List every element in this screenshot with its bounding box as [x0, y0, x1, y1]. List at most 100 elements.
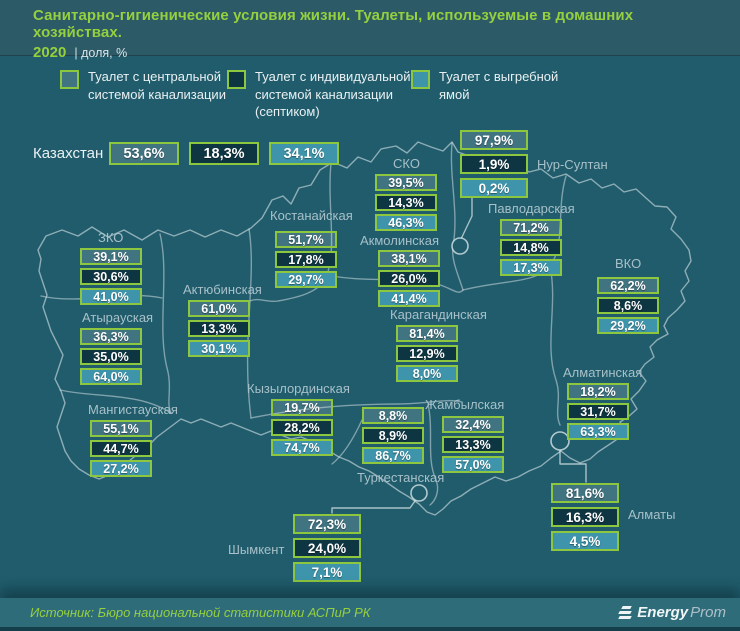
region-stack-aktobe: 61,0% 13,3% 30,1% — [188, 300, 250, 357]
value-akmola-septic: 26,0% — [378, 270, 440, 287]
value-almaty-central: 81,6% — [551, 483, 619, 503]
national-row: Казахстан 53,6% 18,3% 34,1% — [33, 142, 343, 165]
legend: Туалет с центральной системой канализаци… — [0, 68, 740, 120]
title-year: 2020 — [33, 44, 67, 61]
value-akmola-cesspool: 41,4% — [378, 290, 440, 307]
value-turkestan-cesspool: 86,7% — [362, 447, 424, 464]
legend-swatch-cesspool-icon — [411, 70, 430, 89]
region-label-kyzylorda: Кызылординская — [247, 381, 350, 396]
footer: Источник: Бюро национальной статистики А… — [0, 598, 740, 627]
value-kostanay-septic: 17,8% — [275, 251, 337, 268]
region-label-sko: СКО — [393, 156, 420, 171]
region-label-turkestan: Туркестанская — [357, 470, 445, 485]
value-aktobe-septic: 13,3% — [188, 320, 250, 337]
region-stack-sko: 39,5% 14,3% 46,3% — [375, 174, 437, 231]
value-aktobe-central: 61,0% — [188, 300, 250, 317]
national-label: Казахстан — [33, 145, 104, 162]
region-label-aktobe: Актюбинская — [183, 282, 262, 297]
region-label-almaty: Алматы — [628, 507, 676, 522]
region-label-pavlodar: Павлодарская — [488, 201, 575, 216]
bottom-strip — [0, 627, 740, 631]
value-vko-cesspool: 29,2% — [597, 317, 659, 334]
region-label-zko: ЗКО — [98, 230, 124, 245]
value-pavlodar-septic: 14,8% — [500, 239, 562, 256]
region-label-mangystau: Мангистауская — [88, 402, 178, 417]
energyprom-logo: Energy Prom — [618, 604, 726, 621]
value-pavlodar-cesspool: 17,3% — [500, 259, 562, 276]
value-atyrau-septic: 35,0% — [80, 348, 142, 365]
logo-text-bold: Energy — [637, 604, 689, 621]
value-karaganda-central: 81,4% — [396, 325, 458, 342]
region-label-zhambyl: Жамбылская — [425, 397, 505, 412]
region-stack-almaty-obl: 18,2% 31,7% 63,3% — [567, 383, 629, 440]
region-label-almaty-obl: Алматинская — [563, 365, 643, 380]
value-atyrau-central: 36,3% — [80, 328, 142, 345]
region-label-shymkent: Шымкент — [228, 542, 285, 557]
value-nur-sultan-cesspool: 0,2% — [460, 178, 528, 198]
value-karaganda-septic: 12,9% — [396, 345, 458, 362]
header: Санитарно-гигиенические условия жизни. Т… — [0, 0, 740, 61]
region-stack-akmola: 38,1% 26,0% 41,4% — [378, 250, 440, 307]
region-label-nur-sultan: Нур-Султан — [537, 157, 608, 172]
region-stack-zko: 39,1% 30,6% 41,0% — [80, 248, 142, 305]
value-kostanay-cesspool: 29,7% — [275, 271, 337, 288]
logo-text-light: Prom — [690, 604, 726, 621]
value-almaty-septic: 16,3% — [551, 507, 619, 527]
value-zko-septic: 30,6% — [80, 268, 142, 285]
value-zhambyl-central: 32,4% — [442, 416, 504, 433]
value-karaganda-cesspool: 8,0% — [396, 365, 458, 382]
value-zko-central: 39,1% — [80, 248, 142, 265]
value-almaty-obl-central: 18,2% — [567, 383, 629, 400]
region-label-vko: ВКО — [615, 256, 642, 271]
legend-item-cesspool: Туалет с выгребной ямой — [411, 68, 561, 103]
region-stack-nur-sultan: 97,9% 1,9% 0,2% — [460, 130, 528, 198]
value-turkestan-central: 8,8% — [362, 407, 424, 424]
value-atyrau-cesspool: 64,0% — [80, 368, 142, 385]
national-value-central: 53,6% — [109, 142, 179, 165]
value-kyzylorda-septic: 28,2% — [271, 419, 333, 436]
region-stack-kyzylorda: 19,7% 28,2% 74,7% — [271, 399, 333, 456]
title-subline: 2020 | доля, % — [33, 44, 720, 61]
value-kostanay-central: 51,7% — [275, 231, 337, 248]
value-kyzylorda-central: 19,7% — [271, 399, 333, 416]
region-stack-almaty: 81,6% 16,3% 4,5% — [551, 483, 619, 551]
legend-item-central: Туалет с центральной системой канализаци… — [60, 68, 250, 103]
value-shymkent-cesspool: 7,1% — [293, 562, 361, 582]
region-label-kostanay: Костанайская — [270, 208, 353, 223]
value-akmola-central: 38,1% — [378, 250, 440, 267]
page-title: Санитарно-гигиенические условия жизни. Т… — [33, 7, 634, 41]
value-turkestan-septic: 8,9% — [362, 427, 424, 444]
region-label-akmola: Акмолинская — [360, 233, 440, 248]
region-stack-shymkent: 72,3% 24,0% 7,1% — [293, 514, 361, 582]
legend-label-septic: Туалет с индивидуальной системой канализ… — [255, 69, 411, 120]
value-mangystau-septic: 44,7% — [90, 440, 152, 457]
region-stack-mangystau: 55,1% 44,7% 27,2% — [90, 420, 152, 477]
value-zhambyl-septic: 13,3% — [442, 436, 504, 453]
value-mangystau-cesspool: 27,2% — [90, 460, 152, 477]
value-sko-cesspool: 46,3% — [375, 214, 437, 231]
value-shymkent-septic: 24,0% — [293, 538, 361, 558]
region-stack-turkestan: 8,8% 8,9% 86,7% — [362, 407, 424, 464]
value-pavlodar-central: 71,2% — [500, 219, 562, 236]
value-almaty-cesspool: 4,5% — [551, 531, 619, 551]
region-stack-zhambyl: 32,4% 13,3% 57,0% — [442, 416, 504, 473]
national-value-septic: 18,3% — [189, 142, 259, 165]
region-stack-atyrau: 36,3% 35,0% 64,0% — [80, 328, 142, 385]
national-value-cesspool: 34,1% — [269, 142, 339, 165]
region-label-atyrau: Атырауская — [82, 310, 154, 325]
value-vko-septic: 8,6% — [597, 297, 659, 314]
legend-item-septic: Туалет с индивидуальной системой канализ… — [227, 68, 433, 121]
region-stack-karaganda: 81,4% 12,9% 8,0% — [396, 325, 458, 382]
legend-swatch-central-icon — [60, 70, 79, 89]
value-aktobe-cesspool: 30,1% — [188, 340, 250, 357]
value-nur-sultan-central: 97,9% — [460, 130, 528, 150]
legend-label-cesspool: Туалет с выгребной ямой — [439, 69, 559, 102]
legend-swatch-septic-icon — [227, 70, 246, 89]
value-zko-cesspool: 41,0% — [80, 288, 142, 305]
title-unit: | доля, % — [74, 46, 128, 60]
region-stack-pavlodar: 71,2% 14,8% 17,3% — [500, 219, 562, 276]
region-stack-vko: 62,2% 8,6% 29,2% — [597, 277, 659, 334]
value-almaty-obl-cesspool: 63,3% — [567, 423, 629, 440]
value-vko-central: 62,2% — [597, 277, 659, 294]
